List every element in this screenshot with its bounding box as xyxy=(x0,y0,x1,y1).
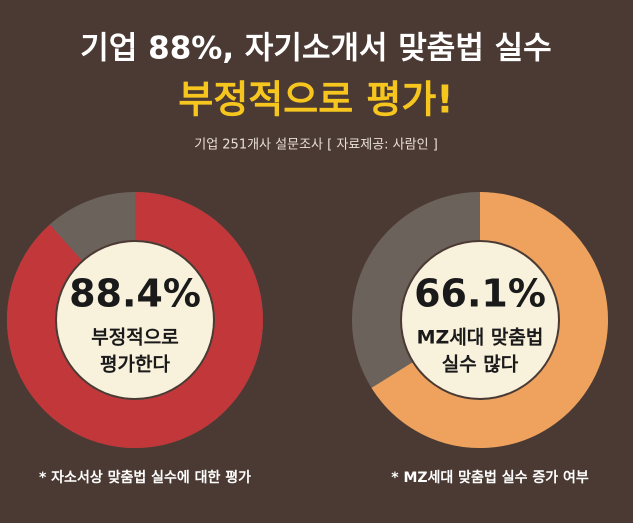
footnote: * 자소서상 맞춤법 실수에 대한 평가 xyxy=(39,469,251,486)
donut-center xyxy=(402,242,558,398)
center-label: 부정적으로 xyxy=(91,327,178,349)
donut-center xyxy=(57,242,213,398)
center-label: 평가한다 xyxy=(100,354,170,376)
value-label: 66.1% xyxy=(414,272,546,316)
footnote: * MZ세대 맞춤법 실수 증가 여부 xyxy=(391,469,589,486)
title-highlight: 부정적으로 평가! xyxy=(178,78,453,122)
center-label: MZ세대 맞춤법 xyxy=(417,327,544,349)
center-label: 실수 많다 xyxy=(442,354,519,376)
donut-segment xyxy=(7,192,263,448)
donut-segment xyxy=(371,192,608,448)
title: 기업 88%, 자기소개서 맞춤법 실수 xyxy=(80,31,551,67)
subtitle: 기업 251개사 설문조사 [ 자료제공: 사람인 ] xyxy=(194,138,438,153)
value-label: 88.4% xyxy=(69,272,201,316)
